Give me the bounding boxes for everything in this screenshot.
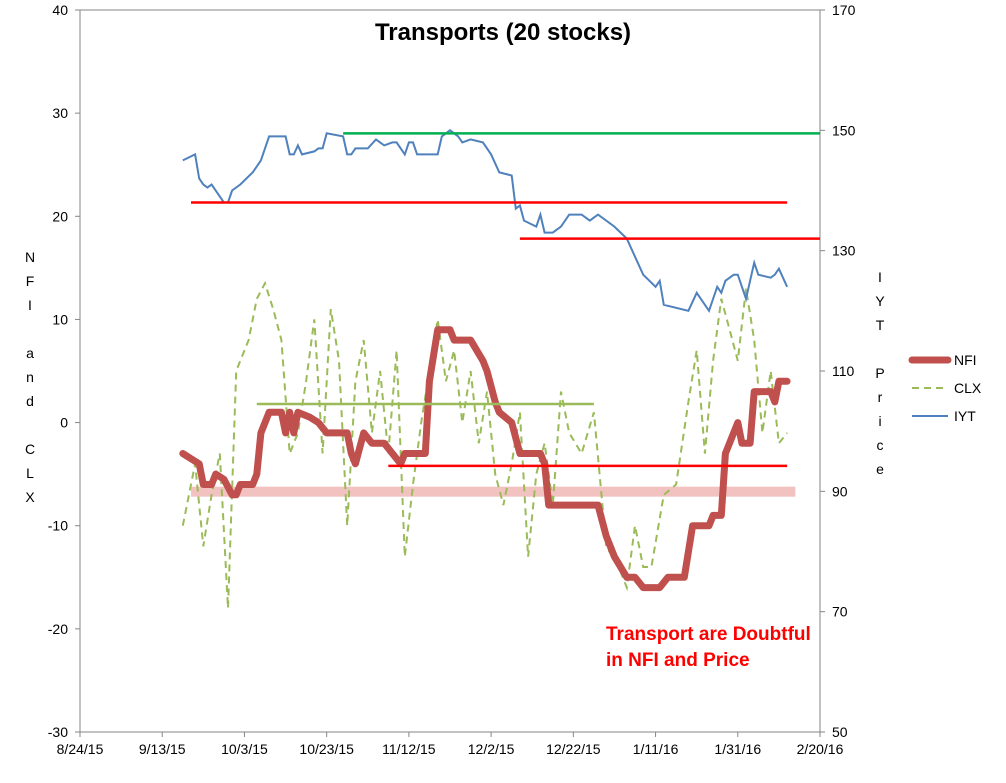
x-tick-label: 10/3/15 [221, 741, 268, 757]
annotation: Transport are Doubtful in NFI and Price [606, 624, 811, 671]
axis-label-char: I [28, 297, 32, 313]
y-left-tick-label: -30 [48, 724, 68, 740]
y-left-tick-label: -10 [48, 518, 68, 534]
y-right-tick-label: 90 [832, 483, 848, 499]
axis-label-char: X [25, 489, 35, 505]
axis-label-char: I [878, 269, 882, 285]
series-line-iyt [182, 129, 789, 314]
axis-label-char: P [875, 365, 884, 381]
y-right-tick-label: 130 [832, 243, 856, 259]
axis-label-char: n [26, 369, 34, 385]
axis-label-char: e [876, 461, 884, 477]
support-band [191, 486, 796, 497]
y-left-tick-label: 0 [60, 415, 68, 431]
axis-label-char: i [878, 413, 881, 429]
y-axis-right-label: IYT Price [875, 269, 885, 477]
reference-lines [191, 132, 820, 468]
axis-label-char: c [877, 437, 884, 453]
y-left-tick-label: 40 [52, 2, 68, 18]
y-left-tick-label: -20 [48, 621, 68, 637]
x-tick-label: 1/31/16 [714, 741, 761, 757]
axis-label-char: F [26, 273, 35, 289]
axis-label-char: r [878, 389, 883, 405]
annotation-text: Transport are Doubtful [606, 624, 811, 645]
axis-label-char: C [25, 441, 35, 457]
y-right-tick-label: 70 [832, 604, 848, 620]
axis-label-char: N [25, 249, 35, 265]
y-left-tick-label: 30 [52, 105, 68, 121]
x-tick-label: 12/2/15 [468, 741, 515, 757]
x-tick-label: 8/24/15 [57, 741, 104, 757]
legend-label-iyt: IYT [954, 408, 976, 424]
bands [191, 486, 796, 497]
axis-label-char: L [26, 465, 34, 481]
y-right-tick-label: 110 [832, 363, 855, 379]
x-tick-label: 2/20/16 [797, 741, 844, 757]
y-right-tick-label: 170 [832, 2, 856, 18]
x-tick-label: 1/11/16 [633, 741, 679, 757]
y-right-tick-label: 150 [832, 122, 856, 138]
series-line-clx [181, 280, 788, 609]
axis-label-char: T [876, 317, 885, 333]
legend-label-clx: CLX [954, 380, 982, 396]
y-right-tick-label: 50 [832, 724, 848, 740]
x-tick-label: 12/22/15 [546, 741, 601, 757]
legend: NFI CLX IYT [908, 352, 982, 424]
annotation-text: in NFI and Price [606, 650, 750, 671]
x-tick-label: 9/13/15 [139, 741, 186, 757]
x-tick-label: 10/23/15 [299, 741, 354, 757]
axes: 8/24/15 9/13/15 10/3/15 10/23/15 11/12/15 12/… [48, 2, 856, 757]
axis-label-char: d [26, 393, 34, 409]
y-left-tick-label: 20 [52, 208, 68, 224]
series-layer [179, 129, 791, 609]
axis-label-char: Y [875, 293, 885, 309]
legend-label-nfi: NFI [954, 352, 977, 368]
x-tick-label: 11/12/15 [382, 741, 436, 757]
axis-label-char: a [26, 345, 34, 361]
series-line-nfi [179, 326, 791, 592]
y-left-tick-label: 10 [52, 311, 68, 327]
chart-title: Transports (20 stocks) [375, 19, 631, 46]
